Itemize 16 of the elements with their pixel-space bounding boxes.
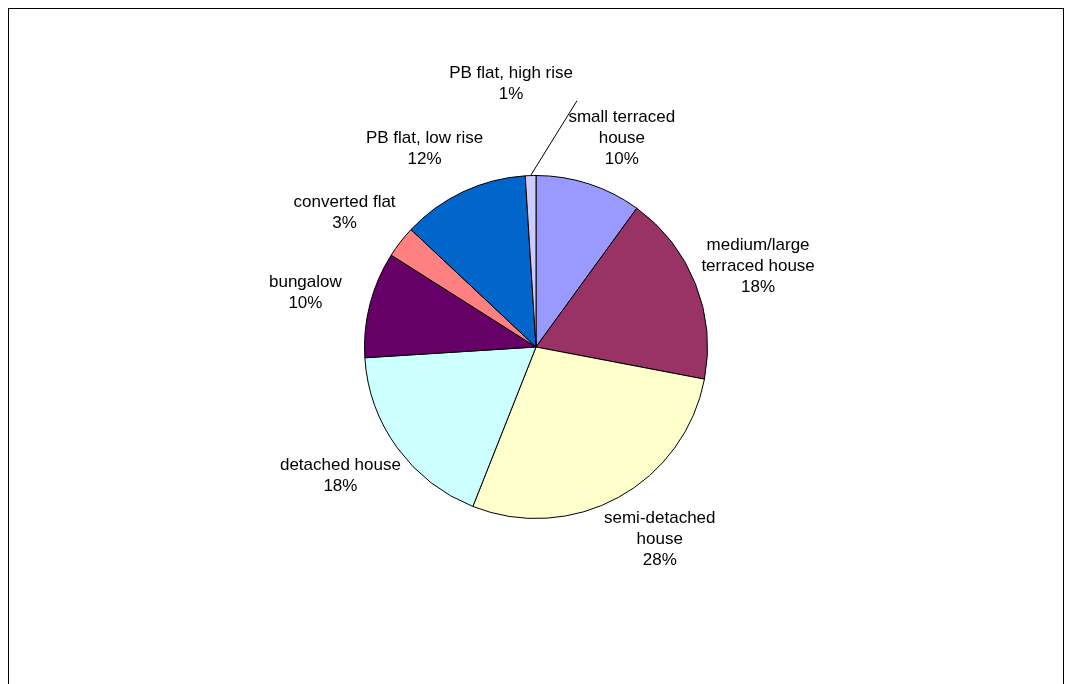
slice-label: converted flat <box>293 191 396 211</box>
slice-label: bungalow <box>269 271 343 291</box>
slice-label: small terraced house <box>568 106 676 147</box>
slice-label: PB flat, low rise <box>365 127 484 147</box>
data-label: 3% <box>332 212 357 232</box>
data-label: 28% <box>642 550 677 570</box>
data-label: 18% <box>741 276 776 296</box>
data-label: 12% <box>407 148 442 168</box>
data-label: 1% <box>498 83 524 103</box>
slice-label: medium/large terraced house <box>701 234 815 275</box>
slice-label: detached house <box>279 455 401 475</box>
data-label: 10% <box>604 148 639 168</box>
slice-label: semi-detached house <box>603 508 716 549</box>
data-label: 18% <box>323 476 358 496</box>
slice-label: PB flat, high rise <box>449 62 573 82</box>
data-label: 10% <box>288 292 323 312</box>
